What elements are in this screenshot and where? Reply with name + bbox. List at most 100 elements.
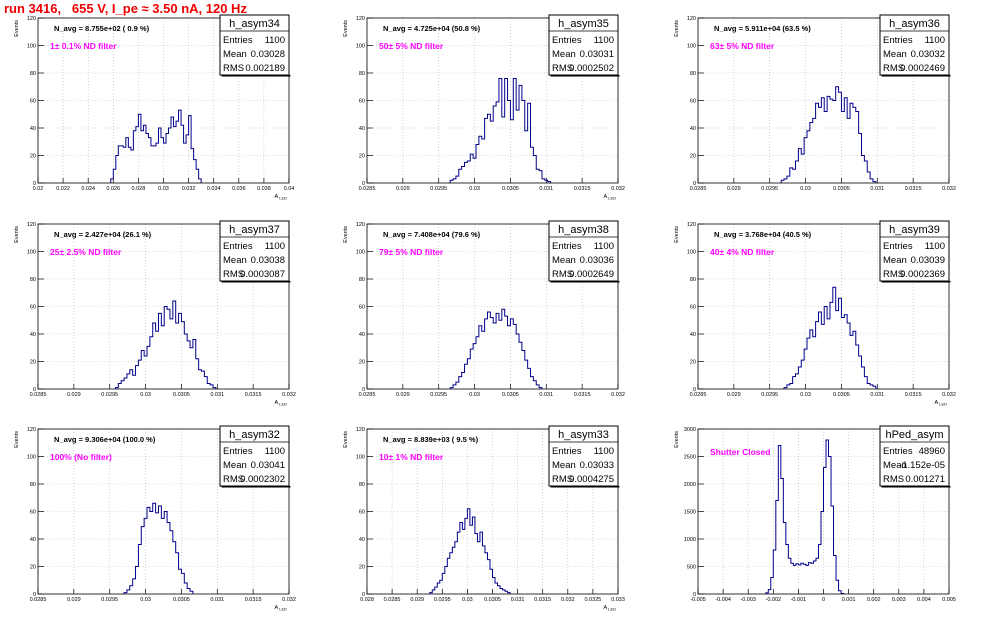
x-tick-label: 0.0305 [484,597,501,603]
y-tick-label: 1500 [684,510,696,516]
histogram-panel-h_asym39: 0.0285 0.029 0.0295 0.03 0.0305 0.031 0.0315 0.… [674,220,956,407]
x-tick-label: 0.0295 [761,392,778,398]
y-axis-label: Events [343,20,349,37]
x-tick-label: 0.029 [410,597,424,603]
y-axis-label: Events [14,20,20,37]
y-tick-label: 60 [690,305,696,311]
stats-value: 1100 [265,35,285,46]
y-tick-label: 120 [356,16,365,22]
stats-label: Entries [223,241,253,252]
stats-box-shadow [881,281,951,283]
stats-box-shadow [550,486,620,488]
histogram-name: h_asym33 [558,429,609,441]
stats-label: Mean [552,460,576,471]
x-tick-label: 0.029 [727,392,741,398]
stats-box-shadow [881,486,951,488]
stats-label: RMS [552,474,573,485]
y-tick-label: 0 [362,592,365,598]
x-tick-label: 0.0315 [245,597,262,603]
y-tick-label: 20 [690,154,696,160]
x-axis-label: ALED [935,400,948,407]
stats-label: Mean [552,49,576,60]
y-tick-label: 60 [30,305,36,311]
stats-box-shadow [550,75,620,77]
stats-box-shadow [221,281,291,283]
y-tick-label: 20 [30,565,36,571]
y-tick-label: 0 [33,181,36,187]
y-tick-label: 20 [359,565,365,571]
stats-value: 0.001271 [905,474,945,485]
stats-label: RMS [223,63,244,74]
y-tick-label: 500 [687,565,696,571]
histogram-line [783,286,877,389]
histogram-line [449,78,552,183]
x-tick-label: 0.029 [67,597,81,603]
stats-label: Mean [223,255,247,266]
histogram-panel-hPed_asym: -0.005 -0.004 -0.003 -0.002 -0.001 0 0.001 0.00… [674,425,956,603]
y-tick-label: 80 [359,71,365,77]
x-tick-label: 0.0305 [173,597,190,603]
y-tick-label: 40 [690,332,696,338]
y-tick-label: 60 [30,99,36,105]
x-tick-label: 0.031 [210,597,224,603]
stats-label: Entries [552,446,582,457]
y-tick-label: 40 [30,537,36,543]
y-tick-label: 100 [27,455,36,461]
histogram-name: h_asym32 [229,429,280,441]
x-tick-label: 0.0295 [430,392,447,398]
x-tick-label: 0.04 [284,186,295,192]
stats-value: 0.03039 [911,255,945,266]
x-tick-label: 0.0315 [574,392,591,398]
stats-label: Mean [223,49,247,60]
stats-box: h_asym35 Entries 1100 Mean 0.03031 RMS0.00025… [548,14,620,77]
x-tick-label: 0.032 [611,392,625,398]
x-axis-label: ALED [275,605,288,612]
histogram-line [429,508,511,594]
x-tick-label: -0.002 [765,597,781,603]
histogram-name: h_asym34 [229,18,280,30]
stats-box-frame [879,220,950,282]
x-tick-label: 0.0305 [173,392,190,398]
histogram-name: h_asym37 [229,224,280,236]
x-tick-label: 0.022 [56,186,70,192]
histogram-name: h_asym35 [558,18,609,30]
stats-box-frame [548,14,619,76]
histogram-line [123,502,194,594]
stats-value: 1100 [925,241,945,252]
stats-label: RMS [883,63,904,74]
x-tick-label: 0.032 [942,392,956,398]
y-axis-label: Events [14,431,20,448]
y-tick-label: 40 [359,332,365,338]
x-tick-label: -0.003 [740,597,756,603]
x-tick-label: 0.003 [892,597,906,603]
histogram-line [110,109,202,183]
x-tick-label: 0.0315 [245,392,262,398]
stats-box-frame [879,425,950,487]
y-axis-label: Events [14,226,20,243]
navg-annotation: N_avg = 8.755e+02 ( 0.9 %) [54,24,150,33]
histogram-panel-h_asym38: 0.0285 0.029 0.0295 0.03 0.0305 0.031 0.0315 0.… [343,220,625,398]
y-tick-label: 40 [30,126,36,132]
stats-label: RMS [223,474,244,485]
y-tick-label: 120 [27,16,36,22]
x-axis-label: ALED [275,194,288,201]
navg-annotation: N_avg = 4.725e+04 (50.8 %) [383,24,481,33]
x-tick-label: 0.031 [539,186,553,192]
filter-annotation: 79± 5% ND filter [379,247,444,257]
y-tick-label: 0 [33,387,36,393]
stats-value: 0.03032 [911,49,945,60]
x-tick-label: 0.0295 [430,186,447,192]
x-axis-label: ALED [604,194,617,201]
histogram-line [780,86,877,183]
x-tick-label: 0 [822,597,825,603]
y-tick-label: 40 [690,126,696,132]
navg-annotation: N_avg = 2.427e+04 (26.1 %) [54,230,152,239]
stats-value: 0.0002649 [569,269,614,280]
stats-value: -1.152e-05 [899,460,945,471]
x-tick-label: 0.03 [140,597,151,603]
x-tick-label: 0.0305 [833,186,850,192]
y-tick-label: 80 [359,482,365,488]
x-tick-label: 0.032 [282,392,296,398]
stats-value: 1100 [594,446,614,457]
y-axis-label: Events [674,226,680,243]
